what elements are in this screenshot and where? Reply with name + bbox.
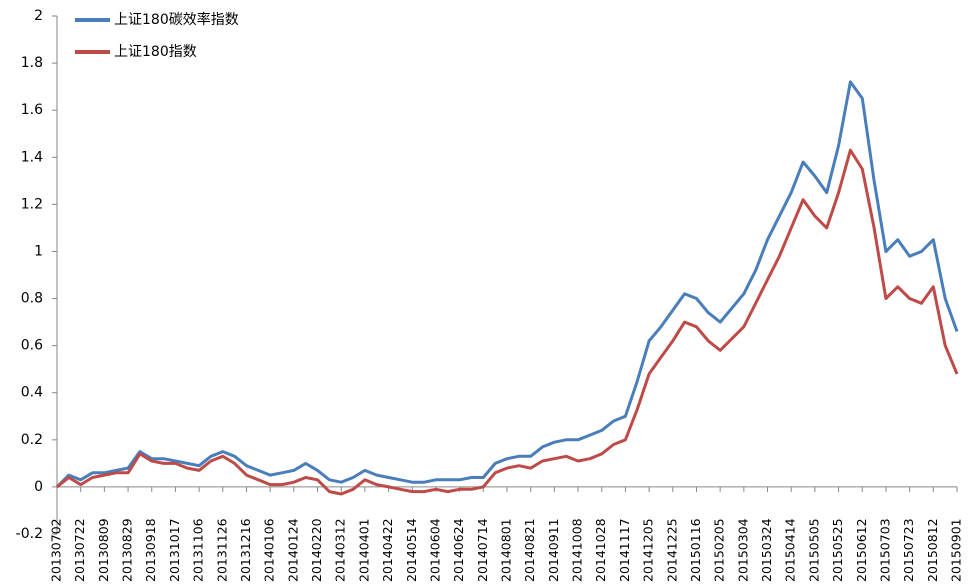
x-tick-label: 20130702 [49, 518, 64, 582]
x-tick-label: 20140801 [499, 518, 514, 582]
x-tick-label: 20150723 [901, 518, 916, 582]
x-tick-label: 20140401 [356, 518, 371, 582]
x-tick-label: 20140911 [546, 518, 561, 582]
x-tick-label: 20131216 [238, 518, 253, 582]
y-tick-label: -0.2 [16, 526, 43, 542]
y-tick-label: 0 [34, 479, 43, 495]
x-tick-label: 20150812 [925, 518, 940, 582]
x-tick-label: 20150205 [712, 518, 727, 582]
x-tick-label: 20141028 [593, 518, 608, 582]
x-tick-label: 20150116 [688, 518, 703, 582]
x-tick-label: 20140821 [522, 518, 537, 582]
x-tick-label: 20150612 [854, 518, 869, 582]
legend-label: 上证180指数 [114, 44, 197, 60]
x-tick-label: 20130722 [72, 518, 87, 582]
x-tick-label: 20140514 [404, 518, 419, 582]
x-tick-label: 20150414 [783, 518, 798, 582]
x-tick-label: 20141008 [570, 518, 585, 582]
y-tick-label: 1.6 [21, 102, 43, 118]
x-tick-label: 20130918 [143, 518, 158, 582]
x-tick-label: 20131126 [214, 518, 229, 582]
x-tick-label: 20140422 [380, 518, 395, 582]
x-tick-label: 20140604 [427, 518, 442, 582]
x-tick-label: 20140106 [262, 518, 277, 582]
x-tick-label: 20140220 [309, 518, 324, 582]
x-tick-label: 20150324 [759, 518, 774, 582]
legend-label: 上证180碳效率指数 [114, 11, 239, 28]
x-tick-label: 20131106 [191, 518, 206, 582]
y-tick-label: 2 [34, 8, 43, 24]
x-tick-label: 20131017 [167, 518, 182, 582]
y-tick-label: 0.6 [21, 338, 43, 354]
x-tick-label: 20140714 [475, 518, 490, 582]
y-tick-label: 1 [34, 243, 43, 259]
x-tick-label: 20150525 [830, 518, 845, 582]
x-tick-label: 20141205 [641, 518, 656, 582]
y-tick-label: 0.8 [21, 291, 43, 307]
series-line [55, 80, 959, 488]
x-tick-label: 20130829 [120, 518, 135, 582]
series-line [56, 148, 959, 496]
y-tick-label: 1.8 [21, 55, 43, 71]
y-tick-label: 1.2 [21, 196, 43, 212]
x-tick-label: 20150505 [806, 518, 821, 582]
y-tick-label: 0.2 [21, 432, 43, 448]
y-tick-label: 0.4 [21, 385, 43, 401]
y-tick-label: 1.4 [21, 149, 43, 165]
x-tick-label: 20150901 [949, 518, 964, 582]
x-tick-label: 20141117 [617, 518, 632, 582]
x-tick-label: 20150304 [735, 518, 750, 582]
x-tick-label: 20150703 [877, 518, 892, 582]
x-tick-label: 20141225 [664, 518, 679, 582]
x-tick-label: 20130809 [96, 518, 111, 582]
x-tick-label: 20140312 [333, 518, 348, 582]
x-tick-label: 20140124 [285, 518, 300, 582]
x-tick-label: 20140624 [451, 518, 466, 582]
